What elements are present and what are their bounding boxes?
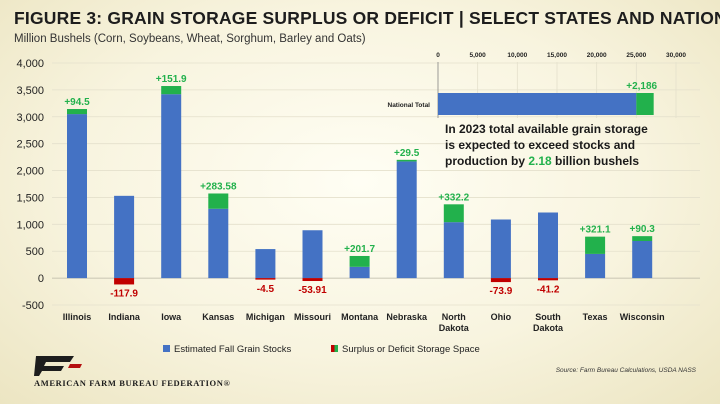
surplus-bar [396,159,417,162]
stocks-bar [538,212,558,279]
y-tick-label: 2,000 [16,166,44,178]
surplus-bar [585,236,606,254]
data-label: +90.3 [630,224,656,235]
surplus-bar [349,255,370,267]
source-note: Source: Farm Bureau Calculations, USDA N… [555,367,696,374]
organization-name: AMERICAN FARM BUREAU FEDERATION® [34,378,231,388]
legend-swatch-surplus [334,345,338,352]
x-tick-label: Nebraska [386,312,428,322]
y-tick-label: 0 [38,273,44,285]
surplus-bar [632,236,653,242]
chart-subtitle: Million Bushels (Corn, Soybeans, Wheat, … [14,33,366,45]
data-label: +94.5 [64,97,90,108]
x-tick-label: Wisconsin [620,312,665,322]
deficit-bar [302,278,323,282]
y-tick-label: 500 [26,246,44,258]
data-label: +29.5 [394,148,420,159]
data-label: +151.9 [156,74,187,85]
stocks-bar [632,241,653,279]
x-tick-label: Indiana [108,312,140,322]
inset-x-tick-label: 30,000 [666,52,686,59]
x-tick-label: Dakota [439,323,470,333]
x-tick-label: Texas [583,312,608,322]
national-surplus-bar [636,93,654,115]
x-tick-label: North [442,312,466,322]
data-label: +283.58 [200,181,237,192]
inset-category-label: National Total [388,102,431,109]
legend-label-surplus-deficit: Surplus or Deficit Storage Space [342,344,480,355]
data-label: +201.7 [344,244,375,255]
data-label: -53.91 [298,285,327,296]
x-tick-label: Missouri [294,312,331,322]
legend-label-stocks: Estimated Fall Grain Stocks [174,344,291,355]
stocks-bar [443,222,464,279]
stocks-bar [490,219,511,279]
y-tick-label: -500 [22,300,44,312]
annotation-line-2: is expected to exceed stocks and [445,138,635,152]
inset-x-tick-label: 5,000 [470,52,487,59]
stocks-bar [302,230,323,279]
data-label: -73.9 [490,286,513,297]
x-tick-label: Dakota [533,323,564,333]
deficit-bar [490,278,511,283]
inset-x-tick-label: 0 [436,52,440,59]
x-tick-label: Ohio [491,312,512,322]
data-label: +332.2 [438,192,469,203]
y-tick-label: 3,000 [16,112,44,124]
stocks-bar [67,114,87,279]
inset-x-tick-label: 10,000 [507,52,527,59]
y-tick-label: 1,000 [16,219,44,231]
annotation-line-1: In 2023 total available grain storage [445,122,648,136]
stocks-bar [208,208,229,279]
surplus-bar [443,204,464,223]
y-tick-label: 3,500 [16,85,44,97]
annotation-text: billion bushels [552,154,640,168]
data-label: -41.2 [537,284,560,295]
legend-swatch-stocks [163,345,170,352]
x-tick-label: Iowa [161,312,182,322]
stocks-bar [396,161,417,279]
x-tick-label: Kansas [202,312,234,322]
x-tick-label: Illinois [63,312,92,322]
annotation-highlight-number: 2.18 [528,154,552,168]
stocks-bar [161,94,182,279]
farm-bureau-logo [34,356,82,376]
inset-x-tick-label: 25,000 [626,52,646,59]
page-title: FIGURE 3: GRAIN STORAGE SURPLUS OR DEFIC… [14,8,720,28]
data-label: +321.1 [580,225,611,236]
y-tick-label: 4,000 [16,58,44,70]
x-tick-label: Montana [341,312,379,322]
legend-swatch-deficit [331,345,335,352]
data-label: -117.9 [110,288,138,299]
data-label: -4.5 [257,284,275,295]
stocks-bar [585,253,606,279]
x-tick-label: Michigan [246,312,285,322]
annotation-text: production by [445,154,528,168]
y-tick-label: 1,500 [16,192,44,204]
national-stocks-bar [438,93,637,115]
deficit-bar [255,278,276,280]
deficit-bar [538,278,558,281]
national-data-label: +2,186 [626,81,657,92]
deficit-bar [114,278,135,285]
annotation-line-3: production by 2.18 billion bushels [445,154,639,168]
stocks-bar [114,195,135,279]
stocks-bar [255,249,276,279]
y-tick-label: 2,500 [16,139,44,151]
surplus-bar [208,193,229,209]
stocks-bar [349,266,370,279]
inset-x-tick-label: 20,000 [587,52,607,59]
x-tick-label: South [535,312,561,322]
surplus-bar [161,86,182,95]
surplus-bar [67,109,87,115]
inset-x-tick-label: 15,000 [547,52,567,59]
